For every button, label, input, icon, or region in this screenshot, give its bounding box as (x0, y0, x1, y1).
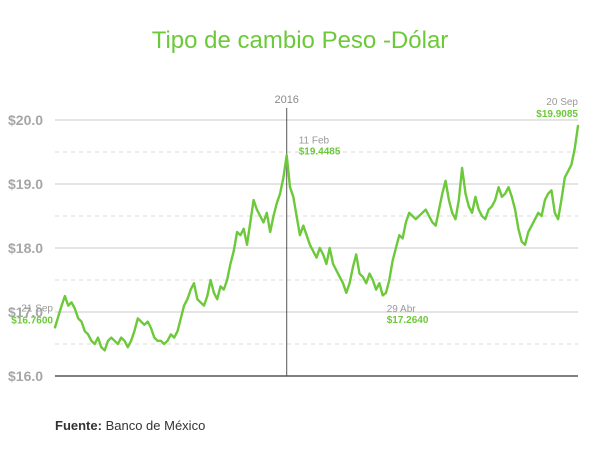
source-label: Fuente: (55, 418, 102, 433)
chart-title: Tipo de cambio Peso -Dólar (152, 27, 449, 54)
annotation-date: 11 Feb (299, 135, 330, 146)
source-note: Fuente: Banco de México (55, 418, 205, 433)
y-tick-label: $20.0 (8, 112, 43, 128)
annotation-date: 21 Sep (21, 303, 53, 314)
annotation-value: $19.9085 (536, 109, 578, 120)
annotation-value: $19.4485 (299, 146, 341, 157)
y-tick-label: $16.0 (8, 368, 43, 384)
y-tick-label: $19.0 (8, 176, 43, 192)
year-marker-label: 2016 (274, 94, 298, 106)
source-value: Banco de México (105, 418, 206, 433)
annotation-value: $17.2640 (387, 315, 429, 326)
annotation-value: $16.7600 (11, 315, 53, 326)
annotation-date: 20 Sep (546, 97, 578, 108)
series-line (53, 124, 580, 352)
annotation-date: 29 Abr (387, 304, 417, 315)
y-tick-label: $17.0 (8, 304, 43, 320)
y-tick-label: $18.0 (8, 240, 43, 256)
